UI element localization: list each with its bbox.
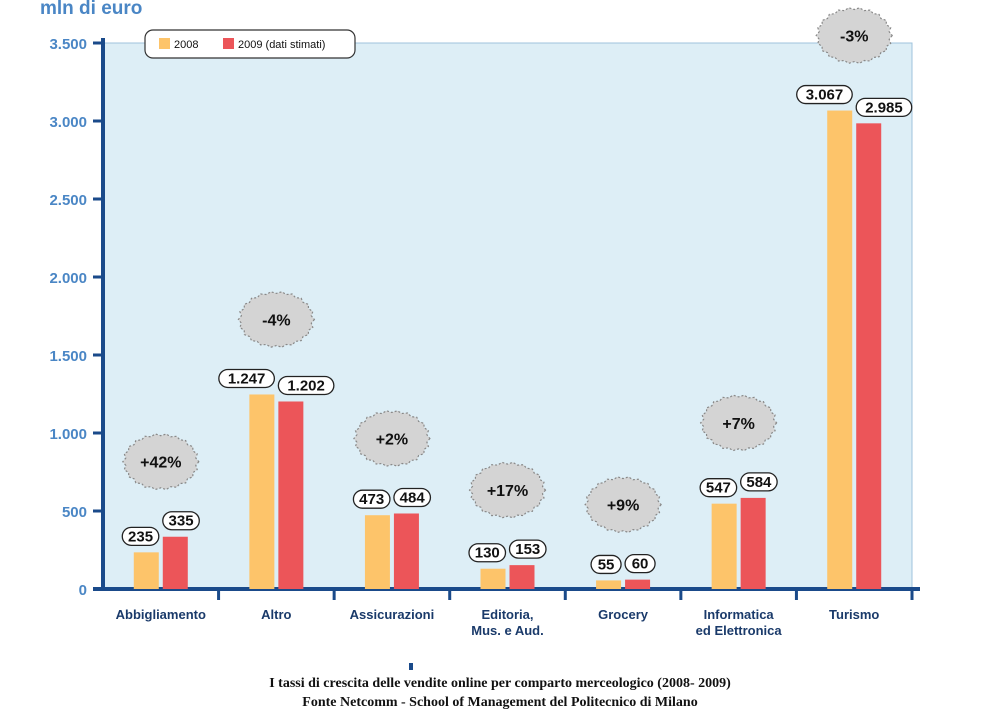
bar-2009 [162,536,188,589]
y-axis-unit-label: mln di euro [40,0,143,19]
caption-marker [409,663,413,670]
bar-2008 [133,552,159,589]
data-label-box [121,526,160,546]
growth-bubble [815,7,893,64]
growth-bubble [584,476,662,534]
data-label-box [468,543,507,563]
legend-swatch [159,38,170,49]
data-label: 547 [706,480,731,497]
legend-label: 2008 [174,39,198,51]
x-tick-label: Altro [261,607,291,622]
bar-2009 [278,401,304,589]
growth-label: +7% [722,416,754,433]
x-tick-label: Abbigliamento [116,607,206,622]
caption-source: Fonte Netcomm - School of Management del… [302,695,698,710]
legend [144,29,356,59]
data-label-box [624,553,656,574]
bar-2009 [393,513,419,589]
bar-2008 [249,394,275,589]
bar-2009 [856,123,882,589]
growth-label: -4% [262,312,290,329]
data-label: 235 [128,528,153,545]
bar-2008 [596,580,622,589]
growth-bubble [468,461,547,519]
bar-2008 [364,515,390,589]
bar-2009 [740,497,766,589]
data-label-box [277,375,335,396]
data-label-box [796,84,853,105]
bar-2009 [625,579,651,589]
data-label: 2.985 [865,99,903,116]
x-tick-label: Informatica ed Elettronica [696,607,783,638]
data-label: 1.202 [287,377,325,394]
data-label: 60 [632,556,649,573]
caption-title: I tassi di crescita delle vendite online… [269,676,731,691]
y-tick-label: 0 [79,582,87,599]
data-label-box [699,478,738,498]
growth-bubble [237,291,316,348]
y-tick-label: 3.000 [49,114,87,131]
data-label: 130 [475,545,500,562]
data-label-box [590,554,622,575]
growth-bubble [699,394,778,452]
bar-2008 [480,568,506,589]
growth-bubble [353,410,431,467]
data-label-box [855,97,913,117]
y-tick-label: 1.500 [49,348,87,365]
legend-label: 2009 (dati stimati) [238,39,325,51]
y-tick-label: 3.500 [49,36,87,53]
growth-label: +2% [376,431,408,448]
data-label-box [393,487,432,508]
x-tick-label: Grocery [598,607,649,622]
y-tick-label: 2.000 [49,270,87,287]
y-tick-label: 2.500 [49,192,87,209]
data-label: 55 [598,556,615,573]
data-label: 3.067 [806,87,844,104]
bar-2009 [509,565,535,589]
data-label-box [508,539,547,559]
data-label: 473 [359,491,384,508]
bar-2008 [711,503,737,589]
x-tick-label: Editoria, Mus. e Aud. [471,607,543,638]
bar-chart: 0 500 1.000 1.500 2.000 2.500 3.000 3.500 Abbigl… [49,7,920,638]
data-label-box [739,472,778,492]
bar-2008 [827,110,853,589]
growth-label: +17% [487,483,528,500]
y-tick-label: 500 [62,504,87,521]
data-label: 335 [169,513,194,530]
data-label-box [162,511,200,531]
data-label: 1.247 [228,370,266,387]
legend-swatch [223,38,234,49]
growth-bubble [122,433,200,491]
growth-label: -3% [840,29,868,46]
x-tick-label: Assicurazioni [350,607,435,622]
x-tick-label: Turismo [829,607,879,622]
data-label: 153 [515,541,540,558]
growth-label: +9% [607,498,639,515]
y-tick-label: 1.000 [49,426,87,443]
data-label: 584 [746,474,772,491]
data-label-box [218,368,276,389]
data-label: 484 [400,489,426,506]
growth-label: +42% [140,455,181,472]
data-label-box [352,489,391,509]
